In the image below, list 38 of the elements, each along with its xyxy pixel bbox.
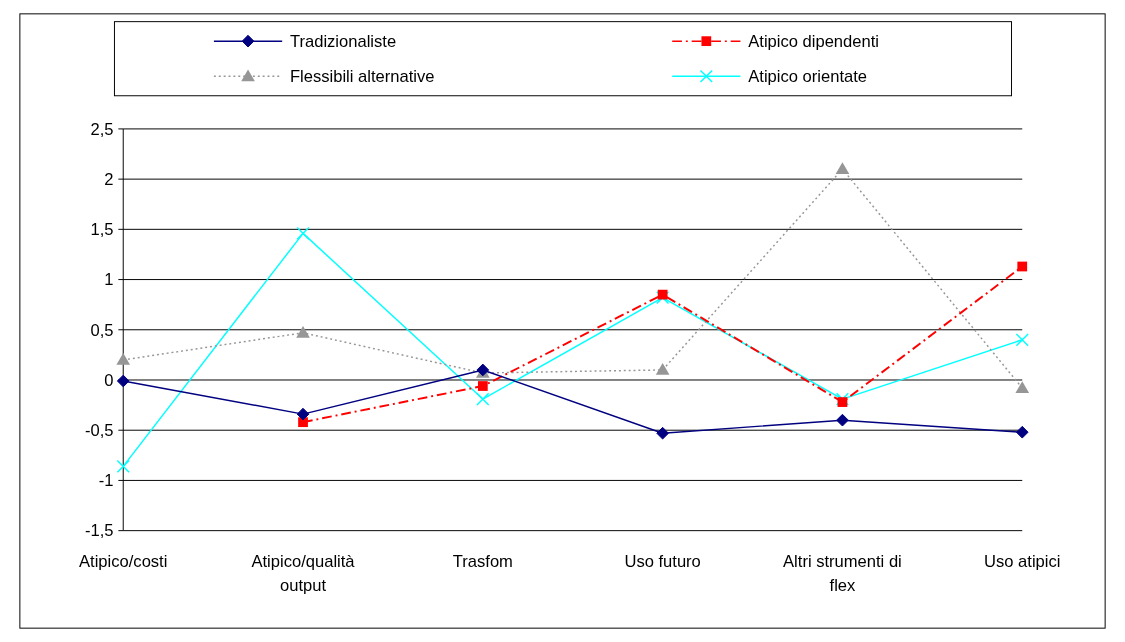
point bbox=[296, 407, 310, 421]
legend-label: Tradizionaliste bbox=[289, 32, 397, 51]
point bbox=[1015, 381, 1030, 393]
point bbox=[837, 397, 848, 407]
point bbox=[1015, 425, 1029, 439]
y-tick-label: 1,5 bbox=[90, 220, 114, 240]
legend-label: Flessibili alternative bbox=[289, 67, 435, 87]
point bbox=[477, 381, 488, 391]
y-tick-label: 0,5 bbox=[90, 320, 114, 340]
y-tick-label: 2 bbox=[104, 169, 114, 189]
point bbox=[476, 392, 490, 406]
point bbox=[116, 459, 130, 473]
x-tick-label: Uso atipici bbox=[984, 551, 1061, 571]
point bbox=[835, 392, 850, 406]
x-tick-label: Trasfom bbox=[452, 551, 513, 571]
point bbox=[296, 325, 310, 338]
point bbox=[655, 363, 670, 375]
legend-label: Atipico orientate bbox=[748, 67, 868, 87]
point bbox=[1015, 333, 1029, 347]
x-tick-label: Uso futuro bbox=[624, 551, 701, 571]
point bbox=[116, 374, 130, 388]
point bbox=[836, 413, 849, 427]
x-tick-label: Atipico/costi bbox=[79, 551, 168, 571]
point bbox=[656, 426, 669, 440]
point bbox=[296, 226, 310, 240]
y-tick-label: 0 bbox=[104, 370, 114, 390]
point bbox=[1017, 261, 1028, 272]
y-tick-label: -1,5 bbox=[84, 521, 114, 541]
legend-label: Atipico dipendenti bbox=[748, 32, 880, 51]
y-tick-label: 2,5 bbox=[90, 119, 114, 139]
y-tick-label: 1 bbox=[104, 270, 114, 290]
x-tick-label: Atipico/qualità output bbox=[251, 551, 356, 596]
y-tick-label: -1 bbox=[98, 471, 114, 491]
x-tick-label: Altri strumenti di flex bbox=[783, 551, 902, 596]
y-tick-label: -0,5 bbox=[84, 421, 114, 441]
point bbox=[657, 289, 668, 300]
point bbox=[835, 162, 850, 174]
point bbox=[116, 353, 131, 365]
